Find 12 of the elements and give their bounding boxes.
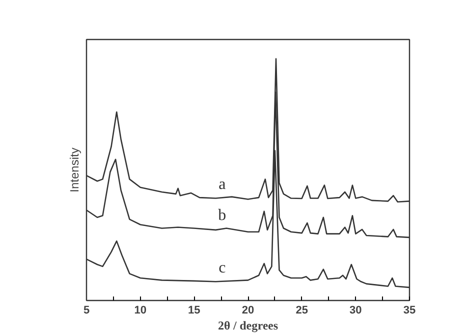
y-axis-title: Intensity <box>68 148 82 192</box>
x-tick-label: 25 <box>296 304 308 316</box>
x-tick-label: 20 <box>242 304 254 316</box>
x-tick-label: 10 <box>134 304 146 316</box>
x-tick-label: 35 <box>403 304 416 316</box>
x-tick-label: 5 <box>83 304 90 316</box>
series-label: c <box>218 260 226 277</box>
x-tick-label: 30 <box>350 304 362 316</box>
series-label: a <box>218 176 226 193</box>
series-label: b <box>218 207 226 224</box>
x-tick-label: 15 <box>188 304 200 316</box>
x-axis-title: 2θ / degrees <box>218 318 278 332</box>
